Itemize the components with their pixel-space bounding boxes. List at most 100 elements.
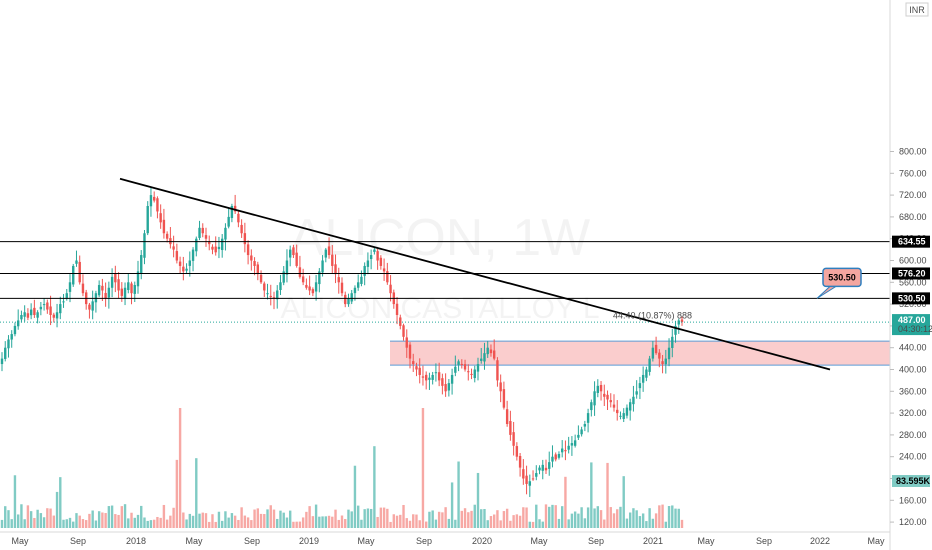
candle-body	[347, 298, 350, 305]
volume-bar	[65, 519, 68, 528]
candle-body	[52, 314, 56, 318]
volume-bar	[101, 512, 104, 528]
candle-body	[259, 274, 263, 283]
candle-body	[172, 246, 175, 250]
x-tick-label: Sep	[588, 536, 604, 546]
candle-body	[512, 432, 515, 446]
candle-body	[463, 364, 467, 370]
volume-bar	[599, 510, 603, 528]
horizontal-levels[interactable]	[0, 241, 890, 299]
candle-body	[169, 238, 172, 245]
volume-bar	[622, 476, 625, 528]
candle-body	[201, 227, 204, 234]
price-callout[interactable]: 530.50	[816, 267, 862, 299]
candle-body	[127, 282, 130, 291]
candle-body	[671, 336, 674, 348]
volume-bar	[486, 520, 489, 528]
volume-bar	[133, 517, 136, 528]
currency-badge[interactable]	[905, 2, 929, 17]
candle-body	[117, 279, 120, 291]
candle-body	[94, 293, 98, 303]
candle-body	[140, 255, 143, 274]
candle-body	[486, 347, 489, 355]
volume-bar	[658, 505, 661, 528]
candle-body	[567, 445, 570, 450]
candle-body	[522, 469, 525, 479]
y-tick-label: 760.00	[899, 168, 927, 178]
volume-bar	[590, 462, 593, 528]
volume-bar	[117, 514, 120, 528]
volume-bar	[243, 515, 247, 528]
volume-bar	[149, 520, 153, 528]
volume-bar	[68, 517, 72, 528]
volume-bar	[480, 509, 483, 528]
volume-bar	[612, 513, 616, 528]
volume-bar	[55, 491, 59, 528]
candle-body	[331, 254, 334, 266]
volume-bar	[7, 510, 10, 528]
candle-body	[551, 456, 554, 462]
candle-body	[489, 349, 493, 354]
volume-bar	[645, 521, 648, 528]
candle-body	[658, 352, 661, 359]
watermark-title: ALICON, 1W	[290, 209, 591, 267]
candle-body	[237, 213, 240, 223]
trendline[interactable]	[119, 177, 831, 371]
volume-bar	[152, 519, 156, 528]
candle-body	[114, 273, 117, 283]
candle-body	[395, 303, 399, 315]
candle-body	[185, 268, 188, 271]
volume-bar	[327, 515, 331, 528]
volume-bar	[405, 518, 408, 528]
volume-bar	[162, 504, 166, 528]
candle-body	[635, 391, 638, 395]
candle-body	[654, 344, 658, 354]
volume-bar	[182, 512, 185, 528]
candle-body	[301, 276, 305, 283]
volume-bar	[522, 507, 525, 528]
candle-body	[204, 235, 208, 239]
candle-body	[68, 282, 72, 292]
volume-bar	[88, 513, 91, 528]
volume-bar	[29, 511, 33, 528]
volume-bar	[619, 506, 622, 528]
volume-bar	[402, 504, 405, 528]
demand-zone[interactable]	[390, 340, 890, 366]
candle-body	[175, 251, 179, 261]
candle-body	[554, 454, 557, 460]
candle-body	[292, 247, 295, 256]
candle-body	[525, 475, 528, 484]
volume-bar	[363, 509, 366, 528]
volume-bar	[651, 518, 655, 528]
candle-body	[350, 293, 353, 302]
candle-body	[33, 307, 36, 315]
volume-bar	[616, 509, 619, 528]
candle-body	[0, 358, 4, 365]
volume-bar	[541, 521, 544, 528]
candle-body	[49, 306, 52, 315]
volume-bar	[298, 521, 302, 528]
volume-bar	[136, 514, 140, 528]
volume-bar	[528, 521, 532, 528]
volume-bar	[33, 517, 36, 528]
candle-body	[505, 409, 509, 424]
volume-bar	[201, 512, 204, 528]
candle-body	[298, 267, 302, 277]
volume-bar	[538, 519, 541, 528]
volume-bar	[62, 519, 65, 528]
candle-body	[321, 260, 324, 273]
volume-tag-bg	[892, 475, 930, 487]
candle-body	[165, 233, 169, 239]
candle-body	[146, 206, 149, 234]
volume-bar	[632, 508, 635, 528]
volume-bar	[59, 477, 62, 528]
volume-bar	[350, 511, 353, 528]
candle-body	[674, 325, 677, 335]
volume-bar	[515, 514, 519, 528]
candle-body	[78, 261, 81, 283]
volume-bar	[366, 508, 370, 528]
volume-bar	[169, 515, 172, 528]
candle-body	[182, 266, 185, 272]
volume-bar	[20, 504, 23, 528]
